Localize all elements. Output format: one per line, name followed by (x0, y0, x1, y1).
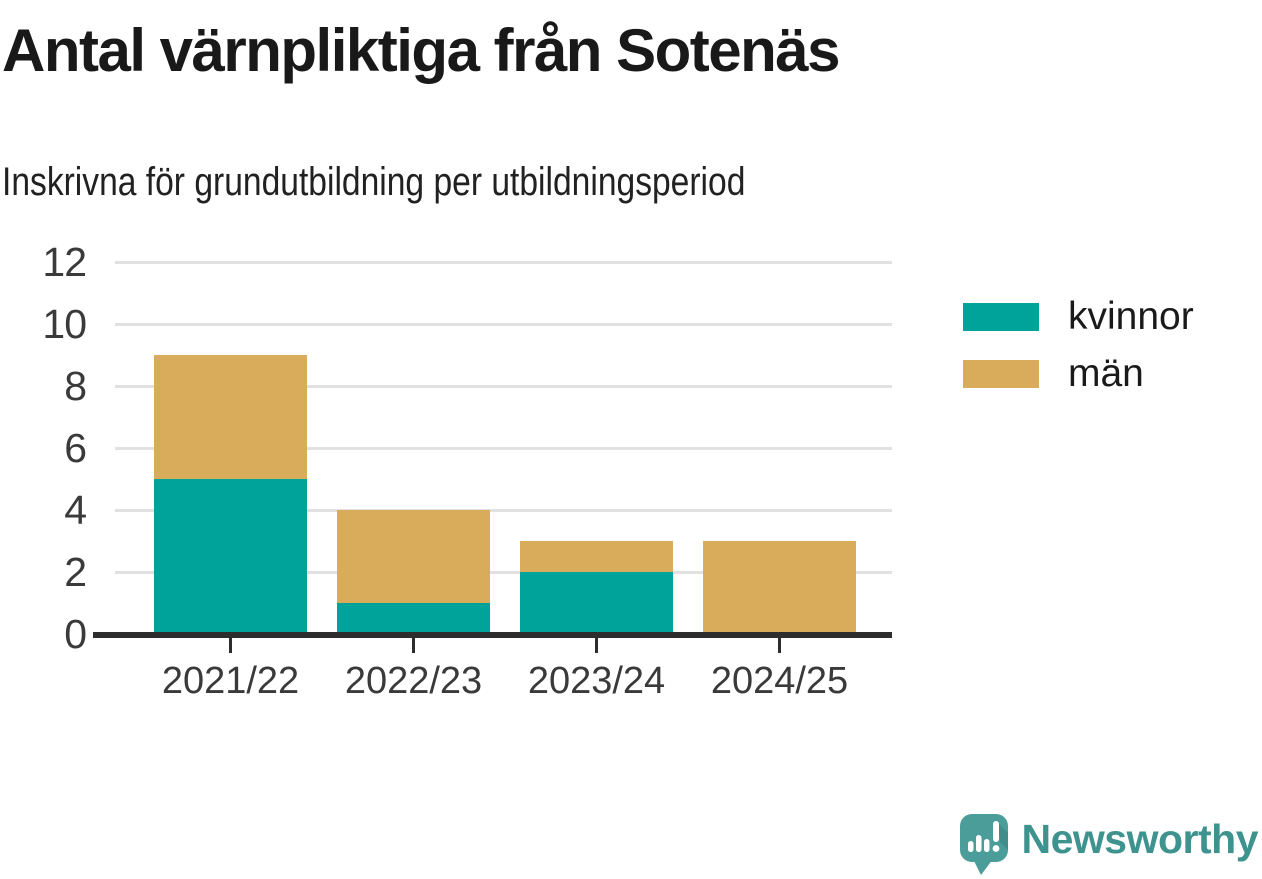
legend-row-män: män (963, 352, 1194, 395)
bar-stack-2023/24 (520, 262, 673, 634)
bar-segment-män-2021/22 (154, 355, 307, 479)
bar-stack-2022/23 (337, 262, 490, 634)
bar-segment-kvinnor-2023/24 (520, 572, 673, 634)
legend-swatch-kvinnor (963, 303, 1039, 331)
legend-swatch-män (963, 360, 1039, 388)
y-tick-label-12: 12 (42, 239, 87, 285)
bar-segment-män-2024/25 (703, 541, 856, 634)
gridline-y12 (115, 261, 892, 264)
chart-legend: kvinnor män (963, 295, 1194, 417)
legend-label-män: män (1068, 352, 1144, 395)
bar-stack-2021/22 (154, 262, 307, 634)
bar-segment-kvinnor-2021/22 (154, 479, 307, 634)
bar-stack-2024/25 (703, 262, 856, 634)
legend-row-kvinnor: kvinnor (963, 295, 1194, 338)
y-tick-label-4: 4 (64, 487, 87, 533)
x-tick-2023/24 (595, 638, 598, 653)
y-tick-label-0: 0 (64, 611, 87, 657)
y-tick-label-10: 10 (42, 301, 87, 347)
gridline-y2 (115, 571, 892, 574)
chart-subtitle: Inskrivna för grundutbildning per utbild… (2, 160, 887, 205)
gridline-y6 (115, 447, 892, 450)
bar-segment-män-2022/23 (337, 510, 490, 603)
x-tick-label-2023/24: 2023/24 (527, 660, 666, 702)
legend-label-kvinnor: kvinnor (1068, 295, 1194, 338)
y-tick-label-2: 2 (64, 549, 87, 595)
y-tick-label-8: 8 (64, 363, 87, 409)
gridline-y4 (115, 509, 892, 512)
x-tick-label-2024/25: 2024/25 (710, 660, 849, 702)
bar-segment-kvinnor-2022/23 (337, 603, 490, 634)
y-tick-label-6: 6 (64, 425, 87, 471)
x-tick-2022/23 (412, 638, 415, 653)
x-tick-label-2022/23: 2022/23 (344, 660, 483, 702)
chart-plot-area (115, 261, 892, 634)
x-tick-2021/22 (229, 638, 232, 653)
y-axis-tick-labels: 0 2 4 6 8 10 12 (0, 0, 87, 879)
newsworthy-branding: Newsworthy (959, 814, 1259, 876)
x-tick-2024/25 (778, 638, 781, 653)
chart-title: Antal värnpliktiga från Sotenäs (2, 17, 841, 84)
newsworthy-logo-icon (959, 814, 1008, 875)
gridline-y10 (115, 323, 892, 326)
gridline-y8 (115, 385, 892, 388)
x-tick-label-2021/22: 2021/22 (161, 660, 300, 702)
newsworthy-logo-text: Newsworthy (1021, 815, 1259, 862)
bar-segment-män-2023/24 (520, 541, 673, 572)
chart-subtitle-text: Inskrivna för grundutbildning per utbild… (2, 160, 746, 204)
x-axis-line (93, 632, 892, 638)
